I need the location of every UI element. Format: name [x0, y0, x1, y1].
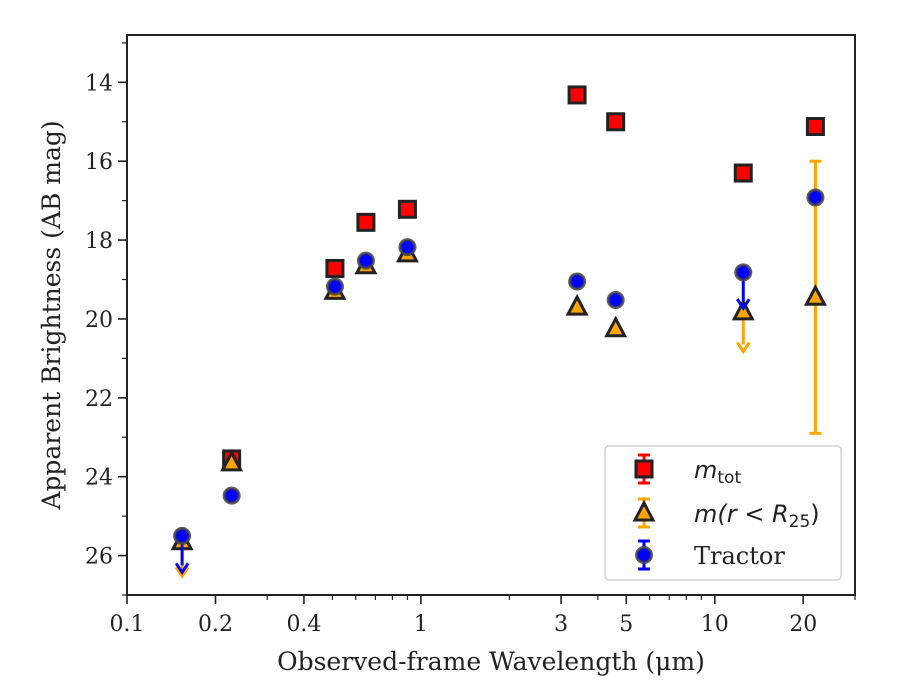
y-tick-label: 14: [85, 71, 113, 96]
y-axis-label: Apparent Brightness (AB mag): [37, 120, 66, 510]
legend-label-mtot: mtot: [694, 456, 741, 488]
data-point-tractor: [734, 263, 753, 282]
data-point-tractor: [568, 272, 587, 291]
y-tick-label: 24: [85, 466, 113, 491]
y-axis: 14 16 18 20 22 24 26: [85, 42, 127, 596]
legend-box: [604, 445, 842, 581]
upper-limit-arrowhead: [174, 566, 190, 579]
legend-marker-mtot: [634, 459, 654, 479]
x-axis: 0.1 0.2 0.4 1 3 5 10 20: [110, 595, 856, 637]
data-point-mtot: [356, 212, 376, 232]
data-point-mtot: [733, 163, 753, 183]
x-tick-label: 3: [554, 612, 568, 637]
data-point-tractor: [325, 277, 344, 296]
data-point-mr25: [803, 284, 827, 306]
legend-label-subscript: 25: [789, 512, 811, 532]
data-markers: [170, 85, 827, 579]
legend-marker-tractor: [635, 546, 653, 564]
series-tractor: [173, 188, 825, 576]
data-point-tractor: [806, 188, 825, 207]
y-tick-label: 26: [85, 545, 113, 570]
series-mtot: [222, 85, 825, 469]
data-point-tractor: [356, 251, 375, 270]
data-point-tractor: [606, 291, 625, 310]
legend-label-main: m(r < R: [694, 500, 789, 528]
y-tick-label: 18: [85, 229, 113, 254]
legend-label-subscript: tot: [717, 468, 741, 488]
data-point-mtot: [567, 85, 587, 105]
x-tick-label: 20: [789, 612, 817, 637]
data-point-mtot: [606, 112, 626, 132]
plot-frame: [126, 34, 856, 596]
data-point-mr25: [604, 315, 628, 338]
upper-limit-arrowhead: [736, 341, 751, 355]
upper-limit-arrowhead: [174, 562, 190, 576]
x-axis-label: Observed-frame Wavelength (μm): [277, 647, 705, 676]
legend-label-tractor: Tractor: [694, 542, 785, 570]
data-point-mtot: [805, 116, 825, 136]
legend-label-end: ): [810, 500, 819, 528]
legend-label-main: Tractor: [694, 542, 785, 570]
x-tick-label: 1: [414, 612, 428, 637]
data-point-mtot: [397, 199, 417, 219]
data-point-tractor: [398, 238, 417, 257]
y-tick-label: 16: [85, 150, 113, 175]
x-tick-label: 0.1: [110, 612, 145, 637]
x-tick-label: 10: [701, 612, 729, 637]
y-tick-label: 20: [85, 308, 113, 333]
x-tick-label: 0.2: [198, 612, 233, 637]
y-tick-label: 22: [85, 387, 113, 412]
data-point-tractor: [222, 486, 241, 505]
data-point-mr25: [220, 449, 244, 472]
legend-label-mr25: m(r < R25): [694, 500, 820, 532]
legend-label-main: m: [694, 456, 717, 484]
legend: mtot m(r < R25) Tractor: [604, 445, 842, 581]
data-point-mtot: [325, 258, 345, 278]
x-tick-label: 0.4: [286, 612, 321, 637]
legend-marker-mr25: [632, 499, 656, 522]
data-point-tractor: [173, 526, 192, 545]
upper-limit-arrowhead: [736, 298, 751, 311]
x-tick-label: 5: [619, 612, 633, 637]
data-point-mr25: [565, 293, 589, 316]
